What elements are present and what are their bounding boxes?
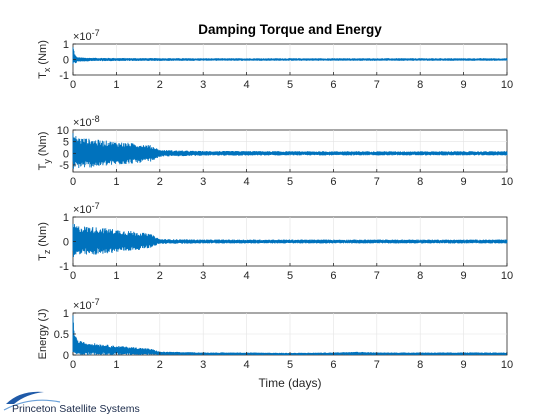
y-exponent-label: ×10-8 [73,114,100,129]
x-tick-label: 7 [374,176,380,188]
x-tick-label: 8 [417,270,423,282]
x-tick-label: 2 [157,270,163,282]
y-exponent-power: -7 [92,28,100,38]
y-tick-label: 0 [63,237,69,249]
y-tick-label: 1 [63,39,69,51]
x-tick-label: 5 [287,359,293,371]
x-tick-label: 6 [330,176,336,188]
x-tick-label: 6 [330,270,336,282]
x-tick-label: 0 [70,79,76,91]
y-tick-label: 1 [63,212,69,224]
x-tick-label: 0 [70,270,76,282]
logo-swoosh-icon [6,391,44,404]
y-axis-label: Ty (Nm) [37,132,52,171]
y-exponent-power: -8 [92,114,100,124]
series-line [72,47,508,65]
x-tick-label: 10 [501,176,513,188]
y-tick-label: -1 [59,261,69,273]
x-tick-label: 7 [374,359,380,371]
chart-title: Damping Torque and Energy [198,22,382,37]
x-tick-label: 5 [287,79,293,91]
x-tick-label: 1 [113,359,119,371]
x-tick-label: 5 [287,176,293,188]
x-tick-label: 7 [374,79,380,91]
y-tick-label: -5 [59,160,69,172]
x-tick-label: 2 [157,79,163,91]
x-axis-label: Time (days) [259,376,322,390]
y-exponent-label: ×10-7 [73,201,100,216]
x-tick-label: 6 [330,359,336,371]
x-tick-label: 9 [461,270,467,282]
y-exponent-label: ×10-7 [73,297,100,312]
y-tick-label: 0.5 [54,329,69,341]
x-tick-label: 4 [244,270,250,282]
x-tick-label: 0 [70,359,76,371]
subplot-3: 0 1 2 3 4 5 6 7 8 9 10-101×10-7Tz (Nm) [37,201,513,282]
x-tick-label: 2 [157,359,163,371]
x-tick-label: 8 [417,79,423,91]
y-axis-label: Tx (Nm) [37,40,52,79]
y-axis-label: Tz (Nm) [37,222,52,261]
x-tick-label: 1 [113,79,119,91]
x-tick-label: 3 [200,270,206,282]
x-tick-label: 4 [244,79,250,91]
y-exponent-power: -7 [92,297,100,307]
x-tick-label: 10 [501,270,513,282]
x-tick-label: 3 [200,359,206,371]
y-tick-label: 0 [63,55,69,67]
subplot-1: 0 1 2 3 4 5 6 7 8 9 10-101×10-7Tx (Nm) [37,28,513,91]
company-logo: Princeton Satellite Systems [3,391,140,415]
x-tick-label: 8 [417,176,423,188]
x-tick-label: 4 [244,359,250,371]
x-tick-label: 1 [113,176,119,188]
y-tick-label: 5 [63,137,69,149]
x-tick-label: 0 [70,176,76,188]
y-tick-label: 1 [63,308,69,320]
x-tick-label: 2 [157,176,163,188]
y-exponent-label: ×10-7 [73,28,100,43]
y-axis-label: Energy (J) [37,309,49,360]
y-tick-label: 10 [57,125,69,137]
y-tick-label: 0 [63,148,69,160]
series-line [72,223,508,258]
x-tick-label: 7 [374,270,380,282]
x-tick-label: 10 [501,79,513,91]
subplot-panels: 0 1 2 3 4 5 6 7 8 9 10-101×10-7Tx (Nm)0 1 2 3 4 5 6 7 8 9 10… [37,28,513,371]
x-tick-label: 5 [287,270,293,282]
x-tick-label: 1 [113,270,119,282]
x-tick-label: 10 [501,359,513,371]
x-tick-label: 9 [461,359,467,371]
logo-text: Princeton Satellite Systems [12,403,140,415]
x-tick-label: 9 [461,176,467,188]
x-tick-label: 3 [200,176,206,188]
x-tick-label: 6 [330,79,336,91]
x-tick-label: 3 [200,79,206,91]
series-line [72,133,508,169]
x-tick-label: 4 [244,176,250,188]
y-exponent-power: -7 [92,201,100,211]
subplot-4: 0 1 2 3 4 5 6 7 8 9 10 0 0.5 1 ×10-7 Energy (J) [37,297,513,371]
x-tick-label: 9 [461,79,467,91]
logo-orbit-icon [3,399,61,411]
x-tick-label: 8 [417,359,423,371]
y-tick-label: -1 [59,70,69,82]
y-tick-label: 0 [63,350,69,362]
